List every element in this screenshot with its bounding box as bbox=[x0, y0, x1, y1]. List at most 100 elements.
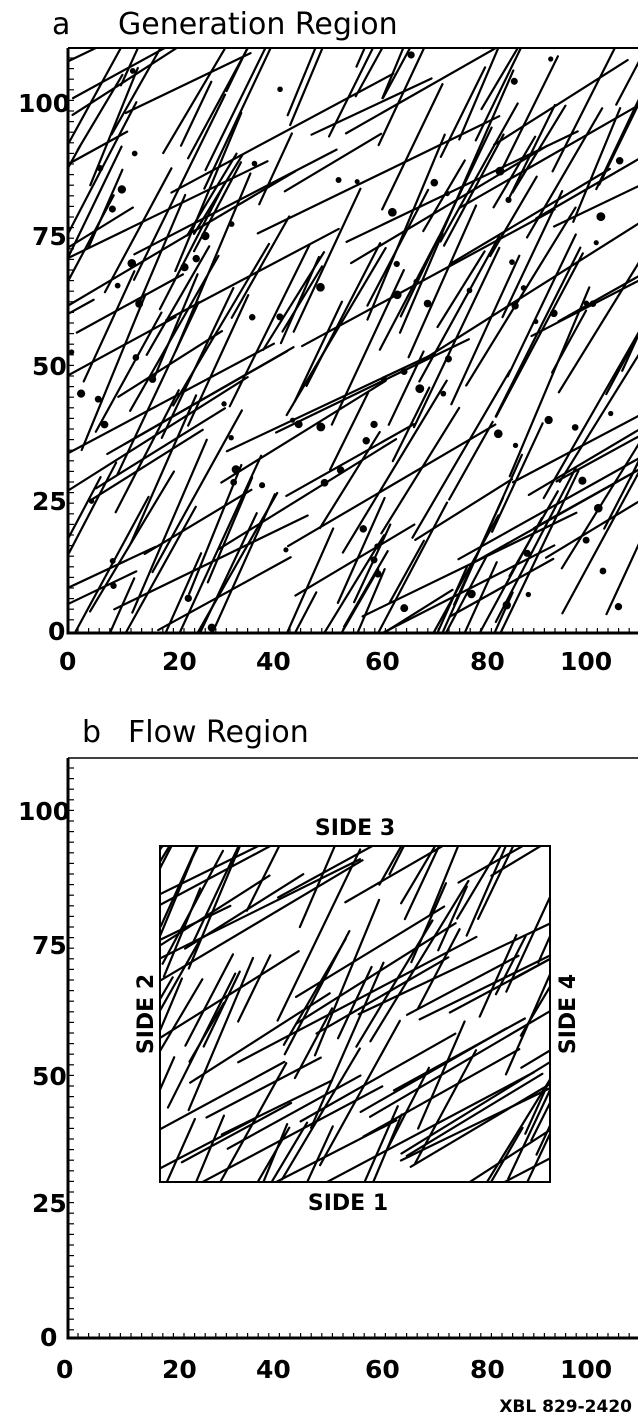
fracture-line bbox=[362, 1048, 521, 1138]
intersection-dot bbox=[76, 389, 86, 398]
intersection-dot bbox=[336, 466, 345, 474]
fracture-line bbox=[189, 992, 331, 1084]
fracture-line bbox=[285, 246, 387, 417]
intersection-dot bbox=[117, 185, 127, 194]
fracture-line bbox=[309, 961, 385, 1129]
fracture-line bbox=[161, 978, 204, 1052]
panel-a-y-tick-25: 25 bbox=[32, 487, 67, 516]
intersection-dot bbox=[96, 165, 104, 172]
fracture-line bbox=[71, 49, 166, 100]
intersection-dot bbox=[248, 313, 256, 321]
intersection-dot bbox=[230, 478, 238, 486]
fracture-line bbox=[161, 847, 163, 851]
fracture-line bbox=[328, 391, 370, 471]
intersection-dot bbox=[109, 557, 116, 564]
fracture-line bbox=[117, 329, 224, 398]
intersection-dot bbox=[467, 589, 476, 599]
intersection-dot bbox=[407, 51, 415, 59]
intersection-dot bbox=[131, 150, 138, 157]
intersection-dot bbox=[276, 313, 284, 321]
intersection-dot bbox=[374, 570, 382, 578]
fracture-line bbox=[226, 1074, 362, 1150]
intersection-dot bbox=[599, 567, 607, 575]
fracture-line bbox=[381, 49, 411, 99]
panel-a-y-tick-100: 100 bbox=[18, 89, 70, 118]
intersection-dot bbox=[320, 478, 329, 487]
fracture-line bbox=[161, 858, 193, 937]
panel-a-dots bbox=[69, 51, 624, 632]
fracture-line bbox=[369, 879, 470, 1043]
fracture-line bbox=[530, 1102, 549, 1142]
fracture-line bbox=[161, 940, 201, 1012]
fracture-line bbox=[293, 300, 344, 404]
panel-b-y-tick-100: 100 bbox=[18, 797, 70, 826]
intersection-dot bbox=[444, 190, 450, 197]
fracture-line bbox=[195, 1114, 226, 1181]
fracture-line bbox=[69, 315, 177, 377]
fracture-line bbox=[388, 847, 405, 876]
fracture-line bbox=[378, 235, 441, 351]
fracture-line bbox=[69, 342, 276, 455]
fracture-line bbox=[300, 208, 556, 348]
fracture-line bbox=[174, 111, 243, 273]
fracture-line bbox=[180, 1101, 293, 1164]
fracture-line bbox=[508, 286, 591, 478]
fracture-line bbox=[437, 69, 515, 242]
fracture-line bbox=[161, 847, 271, 906]
fracture-line bbox=[399, 1087, 549, 1162]
fracture-line bbox=[298, 847, 336, 929]
intersection-dot bbox=[440, 390, 447, 397]
intersection-dot bbox=[520, 285, 527, 291]
flow-region-box bbox=[159, 845, 551, 1183]
fracture-line bbox=[88, 470, 176, 613]
fracture-line bbox=[69, 376, 249, 492]
fracture-line bbox=[405, 954, 520, 1016]
intersection-dot bbox=[201, 231, 210, 241]
intersection-dot bbox=[359, 525, 367, 533]
fracture-line bbox=[280, 1047, 361, 1181]
intersection-dot bbox=[525, 591, 532, 598]
fracture-line bbox=[161, 859, 364, 982]
intersection-dot bbox=[316, 282, 325, 292]
fracture-line bbox=[110, 49, 162, 136]
fracture-line bbox=[205, 1056, 322, 1119]
fracture-line bbox=[494, 466, 577, 624]
intersection-dot bbox=[493, 429, 503, 439]
intersection-dot bbox=[354, 179, 360, 185]
fracture-line bbox=[353, 523, 392, 604]
fracture-line bbox=[161, 1056, 176, 1091]
fracture-line bbox=[486, 1079, 549, 1181]
fracture-line bbox=[286, 527, 335, 632]
panel-a: a Generation Region 100 75 50 25 0 0 20 … bbox=[18, 7, 638, 676]
intersection-dot bbox=[415, 384, 425, 394]
fracture-line bbox=[299, 1032, 457, 1123]
fracture-line bbox=[225, 353, 434, 453]
intersection-dot bbox=[583, 300, 590, 307]
fracture-line bbox=[161, 1060, 286, 1131]
panel-b: b Flow Region SIDE 3 SIDE 1 SIDE 2 SIDE … bbox=[18, 715, 638, 1384]
fracture-line bbox=[294, 591, 318, 632]
fracture-line bbox=[354, 49, 383, 98]
fracture-line bbox=[411, 369, 512, 539]
panel-a-letter: a bbox=[52, 7, 70, 42]
fracture-line bbox=[505, 896, 549, 993]
fracture-line bbox=[292, 187, 362, 333]
intersection-dot bbox=[108, 205, 116, 213]
fracture-line bbox=[456, 847, 502, 920]
fracture-line bbox=[439, 66, 487, 158]
fracture-line bbox=[457, 457, 638, 561]
fracture-line bbox=[157, 556, 292, 632]
fracture-line bbox=[429, 847, 459, 916]
intersection-dot bbox=[510, 77, 518, 85]
panel-a-x-tick-100: 100 bbox=[560, 647, 612, 676]
fracture-line bbox=[69, 545, 157, 589]
fracture-line bbox=[410, 882, 448, 964]
fracture-line bbox=[621, 333, 638, 372]
fracture-line bbox=[535, 158, 638, 220]
fracture-line bbox=[270, 1121, 309, 1181]
fracture-line bbox=[552, 185, 638, 228]
fracture-line bbox=[605, 332, 638, 396]
panel-a-y-tick-0: 0 bbox=[48, 617, 65, 646]
fracture-line bbox=[165, 227, 340, 322]
